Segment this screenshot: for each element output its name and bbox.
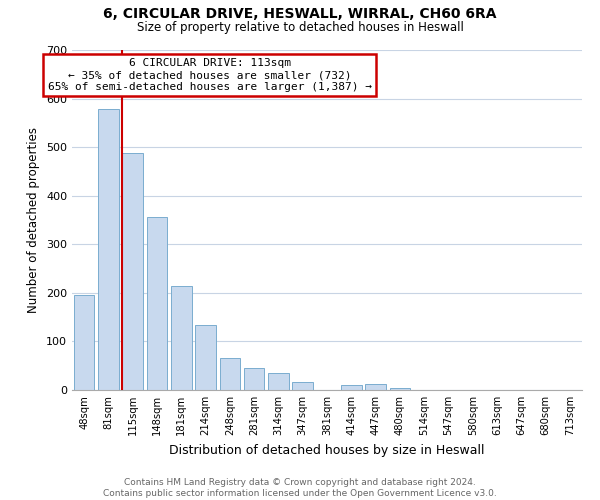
Bar xyxy=(98,110,119,390)
Bar xyxy=(365,384,386,390)
Text: 6 CIRCULAR DRIVE: 113sqm
← 35% of detached houses are smaller (732)
65% of semi-: 6 CIRCULAR DRIVE: 113sqm ← 35% of detach… xyxy=(48,58,372,92)
Bar xyxy=(146,216,167,390)
Bar xyxy=(122,154,143,390)
Text: 6, CIRCULAR DRIVE, HESWALL, WIRRAL, CH60 6RA: 6, CIRCULAR DRIVE, HESWALL, WIRRAL, CH60… xyxy=(103,8,497,22)
X-axis label: Distribution of detached houses by size in Heswall: Distribution of detached houses by size … xyxy=(169,444,485,456)
Bar xyxy=(195,325,216,390)
Bar xyxy=(244,368,265,390)
Bar xyxy=(292,382,313,390)
Text: Contains HM Land Registry data © Crown copyright and database right 2024.
Contai: Contains HM Land Registry data © Crown c… xyxy=(103,478,497,498)
Bar xyxy=(171,286,191,390)
Y-axis label: Number of detached properties: Number of detached properties xyxy=(28,127,40,313)
Bar xyxy=(220,358,240,390)
Text: Size of property relative to detached houses in Heswall: Size of property relative to detached ho… xyxy=(137,22,463,35)
Bar xyxy=(74,296,94,390)
Bar xyxy=(341,384,362,390)
Bar xyxy=(268,373,289,390)
Bar xyxy=(389,388,410,390)
